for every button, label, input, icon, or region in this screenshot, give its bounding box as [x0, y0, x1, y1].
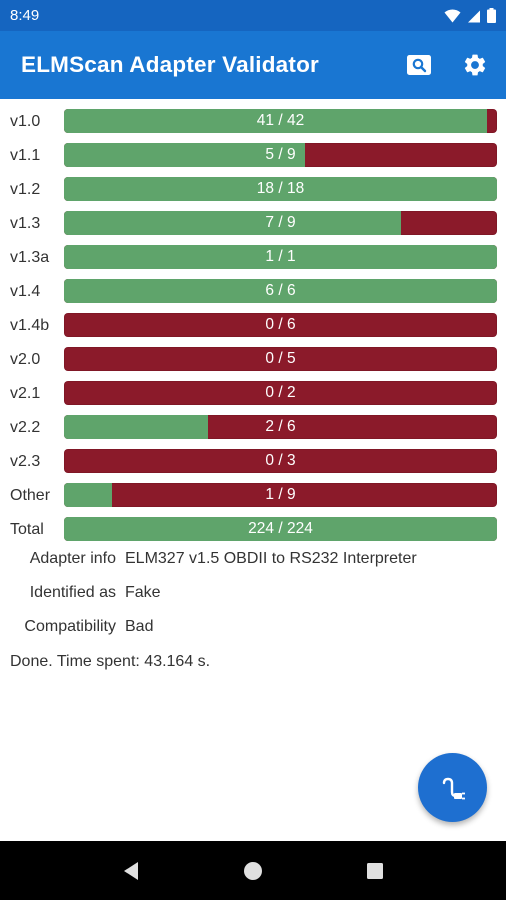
result-row: v1.0 41 / 42	[0, 106, 506, 140]
result-bar: 0 / 5	[64, 347, 497, 371]
pass-fill	[64, 177, 497, 201]
settings-button[interactable]	[450, 40, 500, 90]
result-bar: 0 / 6	[64, 313, 497, 337]
identified-as-row: Identified as Fake	[0, 577, 506, 611]
nav-recents-button[interactable]	[355, 851, 395, 891]
identified-as-label: Identified as	[29, 584, 116, 601]
pass-fill	[64, 483, 113, 507]
app-title: ELMScan Adapter Validator	[21, 52, 319, 77]
total-label: Total	[10, 521, 44, 538]
version-label: v2.3	[10, 453, 41, 470]
result-row: v1.4 6 / 6	[0, 276, 506, 310]
result-count: 5 / 9	[265, 146, 296, 163]
result-bar: 1 / 9	[64, 483, 497, 507]
compatibility-value: Bad	[125, 618, 154, 635]
result-bar: 0 / 3	[64, 449, 497, 473]
result-row: v2.3 0 / 3	[0, 446, 506, 480]
result-count: 1 / 9	[265, 486, 296, 503]
version-label: v1.4b	[10, 317, 50, 334]
version-label: v1.1	[10, 147, 41, 164]
search-button[interactable]	[394, 40, 444, 90]
pass-fill	[64, 211, 401, 235]
done-status-text: Done. Time spent: 43.164 s.	[10, 653, 211, 670]
identified-as-value: Fake	[125, 584, 161, 601]
result-count: 7 / 9	[265, 214, 296, 231]
adapter-info-label: Adapter info	[29, 550, 116, 567]
search-icon	[407, 55, 431, 75]
wifi-icon	[444, 8, 461, 22]
result-bar: 0 / 2	[64, 381, 497, 405]
result-row: v1.4b 0 / 6	[0, 310, 506, 344]
result-row: v2.1 0 / 2	[0, 378, 506, 412]
version-label: v2.2	[10, 419, 41, 436]
result-bar: 2 / 6	[64, 415, 497, 439]
version-label: v2.0	[10, 351, 41, 368]
adapter-info-row: Adapter info ELM327 v1.5 OBDII to RS232 …	[0, 543, 506, 577]
connect-fab-button[interactable]	[418, 753, 487, 822]
total-bar: 224 / 224	[64, 517, 497, 541]
result-row: v2.0 0 / 5	[0, 344, 506, 378]
system-nav-bar	[0, 841, 506, 900]
nav-back-button[interactable]	[111, 851, 151, 891]
version-label: Other	[10, 487, 51, 504]
status-time: 8:49	[10, 7, 40, 24]
result-count: 18 / 18	[256, 180, 305, 197]
result-count: 6 / 6	[265, 282, 296, 299]
status-bar: 8:49	[0, 0, 506, 31]
pass-fill	[64, 517, 497, 541]
results-list: v1.0 41 / 42 v1.1 5 / 9 v1.2 18 / 18 v1.…	[0, 106, 506, 548]
version-label: v1.3	[10, 215, 41, 232]
result-count: 2 / 6	[265, 418, 296, 435]
pass-fill	[64, 109, 487, 133]
version-label: v2.1	[10, 385, 41, 402]
result-row-total: Total 224 / 224	[0, 514, 506, 548]
result-count: 1 / 1	[265, 248, 296, 265]
result-row: v1.2 18 / 18	[0, 174, 506, 208]
result-row: v1.1 5 / 9	[0, 140, 506, 174]
result-bar: 41 / 42	[64, 109, 497, 133]
result-row: Other 1 / 9	[0, 480, 506, 514]
signal-icon	[468, 10, 480, 22]
pass-fill	[64, 143, 305, 167]
compatibility-label: Compatibility	[24, 618, 116, 635]
version-label: v1.4	[10, 283, 41, 300]
back-icon	[124, 861, 138, 880]
total-count: 224 / 224	[248, 520, 313, 537]
app-bar: ELMScan Adapter Validator	[0, 31, 506, 99]
result-count: 0 / 2	[265, 384, 296, 401]
connect-plug-icon	[442, 777, 465, 799]
compatibility-row: Compatibility Bad	[0, 611, 506, 645]
recents-icon	[367, 862, 383, 879]
pass-fill	[64, 415, 209, 439]
adapter-info-section: Adapter info ELM327 v1.5 OBDII to RS232 …	[0, 543, 506, 645]
result-count: 0 / 6	[265, 316, 296, 333]
version-label: v1.2	[10, 181, 41, 198]
result-row: v1.3 7 / 9	[0, 208, 506, 242]
pass-fill	[64, 245, 497, 269]
result-bar: 1 / 1	[64, 245, 497, 269]
home-icon	[244, 861, 262, 880]
status-icons	[444, 8, 496, 23]
settings-gear-icon	[464, 54, 486, 76]
battery-icon	[487, 8, 496, 23]
result-count: 41 / 42	[256, 112, 305, 129]
result-row: v2.2 2 / 6	[0, 412, 506, 446]
pass-fill	[64, 279, 497, 303]
result-bar: 18 / 18	[64, 177, 497, 201]
result-bar: 7 / 9	[64, 211, 497, 235]
result-row: v1.3a 1 / 1	[0, 242, 506, 276]
result-bar: 5 / 9	[64, 143, 497, 167]
result-count: 0 / 5	[265, 350, 296, 367]
version-label: v1.3a	[10, 249, 50, 266]
result-count: 0 / 3	[265, 452, 296, 469]
version-label: v1.0	[10, 113, 41, 130]
result-bar: 6 / 6	[64, 279, 497, 303]
adapter-info-value: ELM327 v1.5 OBDII to RS232 Interpreter	[125, 550, 417, 567]
nav-home-button[interactable]	[233, 851, 273, 891]
